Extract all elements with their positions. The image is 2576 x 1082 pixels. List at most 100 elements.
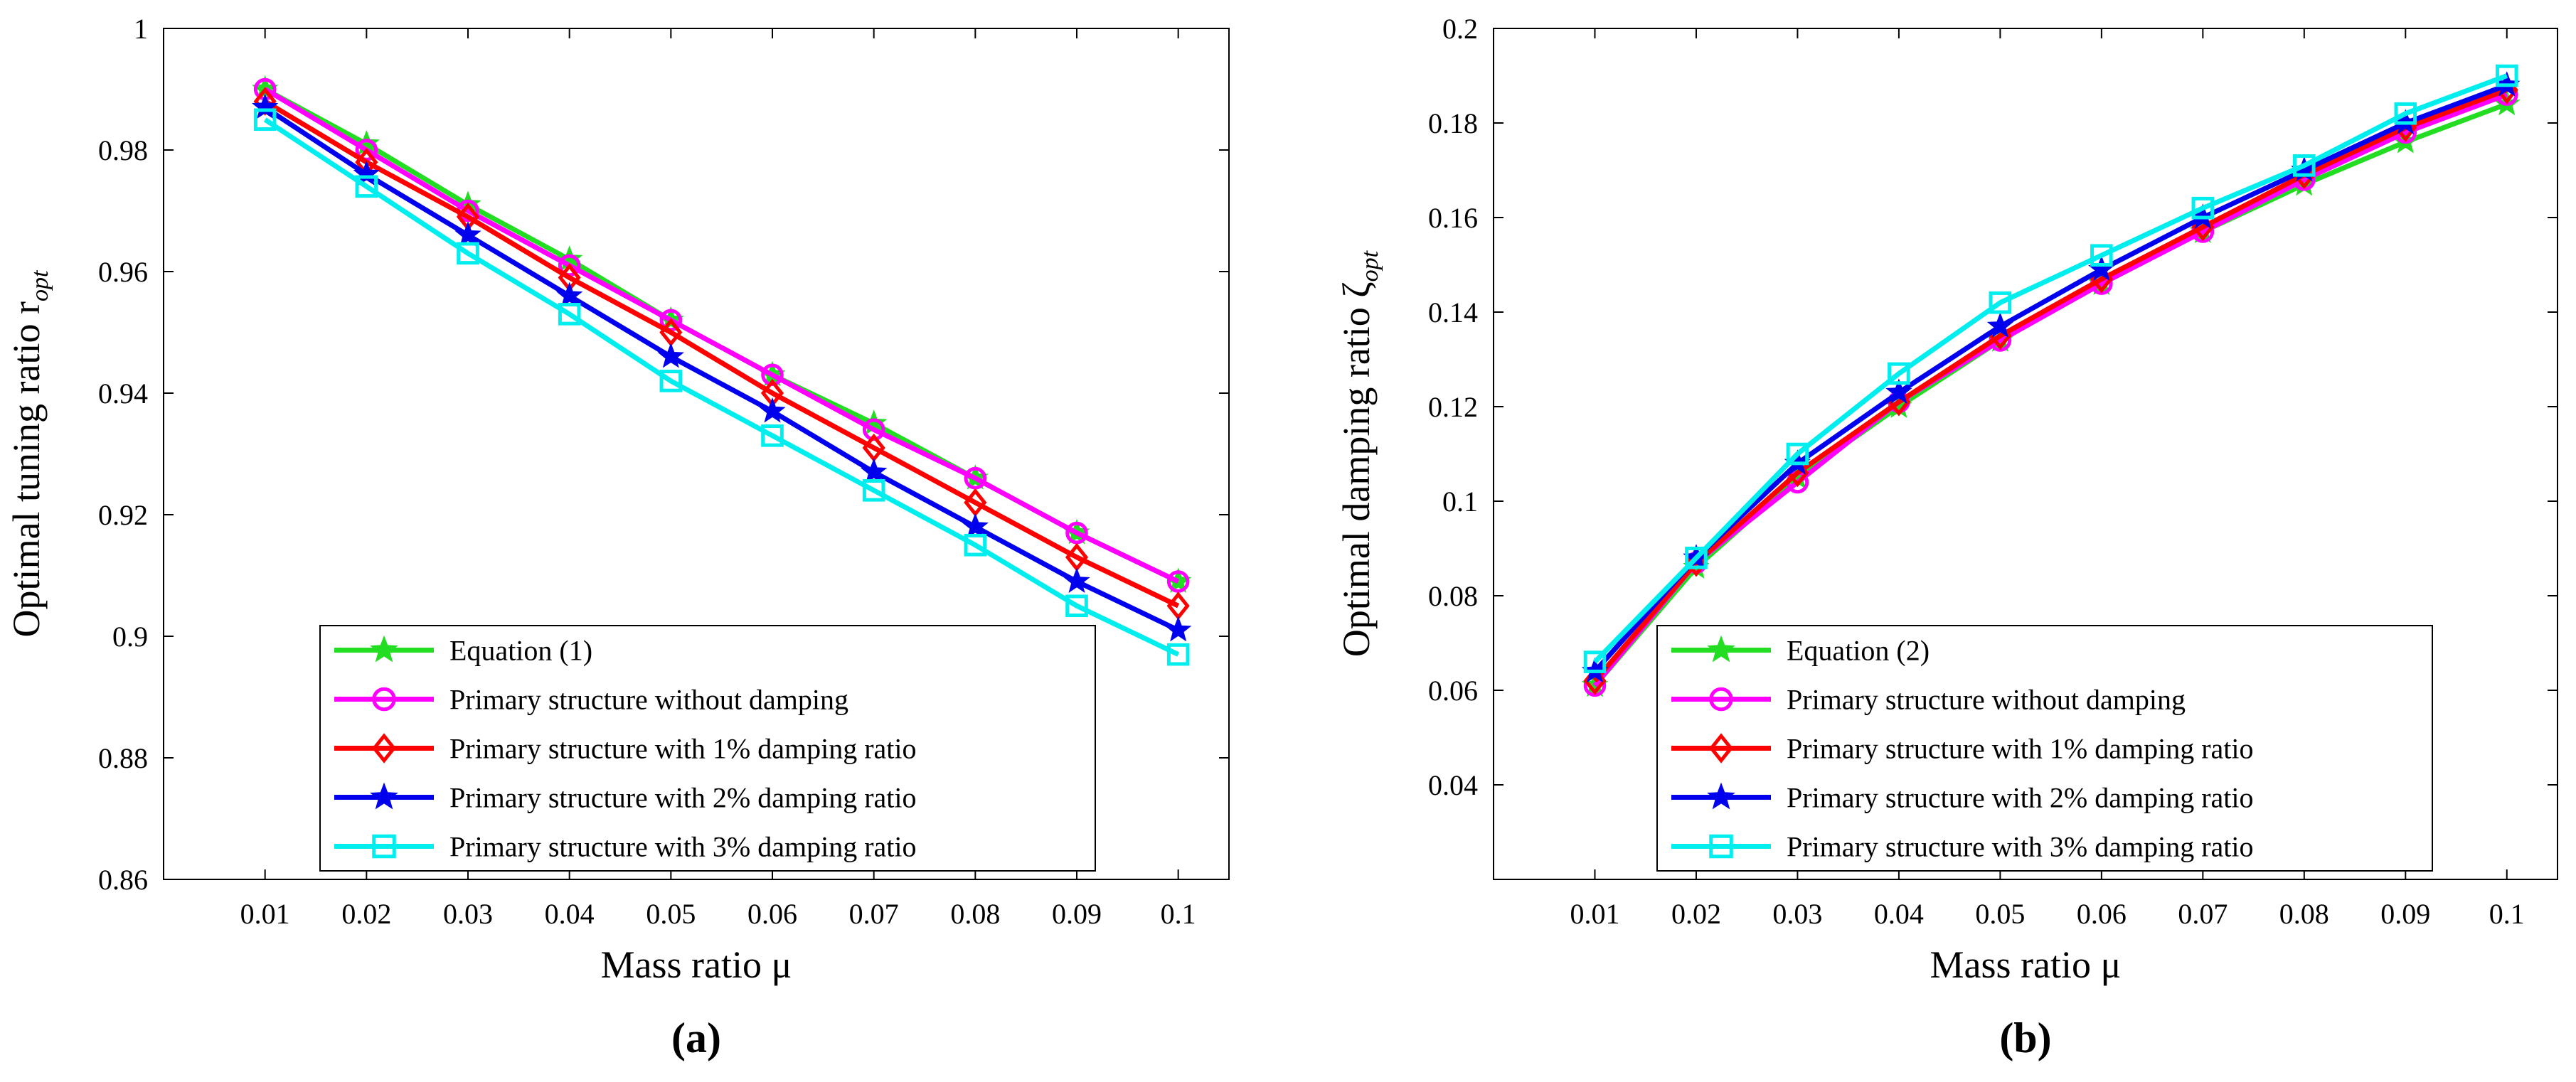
x-tick-label: 0.04 [545, 898, 595, 930]
y-tick-label: 0.92 [98, 499, 148, 531]
data-point [861, 458, 888, 484]
y-tick-label: 0.9 [112, 621, 148, 653]
panel-label: (a) [671, 1014, 721, 1061]
x-tick-label: 0.06 [2077, 898, 2127, 930]
data-point [761, 424, 784, 447]
data-point [252, 93, 279, 119]
x-tick-label: 0.01 [240, 898, 290, 930]
legend: Equation (2) Primary structure without da… [1656, 625, 2433, 872]
y-tick-label: 0.98 [98, 134, 148, 166]
data-point [1685, 547, 1708, 569]
legend-marker [1708, 733, 1734, 764]
legend-marker [372, 834, 396, 859]
y-tick-label: 0.86 [98, 864, 148, 896]
data-point [962, 513, 989, 538]
legend-label: Equation (2) [1787, 635, 1930, 667]
series-line [264, 87, 1180, 584]
data-point [2495, 64, 2518, 87]
data-point [862, 479, 885, 502]
series-4 [1583, 64, 2518, 673]
x-tick-label: 0.1 [1161, 898, 1196, 930]
series-3 [252, 93, 1192, 642]
x-tick-label: 0.03 [1772, 898, 1822, 930]
x-tick-label: 0.1 [2489, 898, 2525, 930]
chart-panel-b: 0.04 0.06 0.08 0.1 0.12 0.14 0.16 0.18 0.2 0.01 0.… [1335, 13, 2558, 1061]
y-axis-label: Optimal tuning ratio ropt [5, 269, 53, 637]
y-tick-label: 0.96 [98, 256, 148, 288]
series-line [263, 87, 1180, 584]
series-line [1592, 73, 2508, 664]
y-tick-label: 0.14 [1428, 296, 1478, 328]
plot-frame [1493, 28, 2558, 880]
y-tick-label: 0.2 [1442, 13, 1478, 45]
data-point [1583, 650, 1607, 673]
legend-marker [370, 782, 398, 810]
data-point [1166, 643, 1190, 666]
series-line [263, 117, 1180, 657]
y-axis-label-main: Optimal tuning ratio r [5, 301, 48, 637]
data-point [759, 397, 786, 423]
legend-marker [1709, 834, 1733, 859]
data-point [355, 175, 378, 198]
legend-label: Primary structure with 2% damping ratio [449, 782, 917, 814]
series-line [1592, 87, 2508, 682]
legend-label: Primary structure with 3% damping ratio [449, 831, 917, 863]
y-tick-label: 0.18 [1428, 107, 1478, 139]
data-point [556, 282, 583, 308]
legend-marker [370, 635, 398, 663]
data-point [2090, 244, 2113, 267]
series-1 [253, 77, 1190, 593]
legend-marker [372, 687, 396, 712]
data-point [1888, 362, 1910, 385]
data-point [659, 370, 683, 392]
data-point [1989, 291, 2012, 314]
data-point [457, 242, 479, 265]
y-axis-label-subscript: opt [1357, 250, 1383, 282]
data-point [964, 533, 987, 557]
x-tick-label: 0.06 [747, 898, 797, 930]
legend-box [1656, 625, 2433, 872]
data-point [2191, 196, 2215, 220]
series-line [1592, 92, 2508, 687]
series-line [263, 105, 1180, 633]
legend-marker [1707, 635, 1735, 663]
x-tick-label: 0.08 [2279, 898, 2329, 930]
x-tick-label: 0.02 [1671, 898, 1721, 930]
legend-label: Equation (1) [449, 635, 592, 667]
y-tick-label: 0.06 [1428, 675, 1478, 707]
legend-marker [1707, 782, 1735, 810]
y-tick-label: 0.16 [1428, 202, 1478, 234]
x-tick-label: 0.05 [646, 898, 696, 930]
y-tick-label: 0.04 [1428, 769, 1478, 801]
legend-label: Primary structure with 3% damping ratio [1787, 831, 2254, 863]
data-point [964, 466, 987, 490]
series-1 [1583, 83, 2518, 697]
series-2 [1583, 75, 2518, 695]
y-tick-label: 0.08 [1428, 580, 1478, 612]
series-line [263, 99, 1180, 609]
data-point [1986, 312, 2014, 338]
data-point [1065, 594, 1088, 618]
y-axis-label-subscript: opt [27, 269, 53, 301]
x-tick-label: 0.02 [341, 898, 391, 930]
x-tick-label: 0.09 [1052, 898, 1102, 930]
legend-label: Primary structure without damping [1787, 684, 2186, 716]
x-tick-label: 0.09 [2380, 898, 2430, 930]
legend-box [319, 625, 1096, 872]
x-tick-label: 0.05 [1975, 898, 2025, 930]
series-3 [1581, 71, 2521, 683]
data-point [558, 303, 581, 326]
series-line [1592, 102, 2508, 687]
y-tick-label: 0.94 [98, 377, 148, 409]
legend-label: Primary structure with 1% damping ratio [1787, 733, 2254, 765]
data-point [253, 108, 277, 132]
data-point [1165, 616, 1192, 642]
data-point [1065, 521, 1088, 545]
y-tick-label: 0.12 [1428, 391, 1478, 423]
legend-label: Primary structure with 2% damping ratio [1787, 782, 2254, 814]
y-tick-label: 0.88 [98, 742, 148, 774]
panel-label: (b) [1999, 1014, 2051, 1061]
data-point [1885, 378, 1912, 404]
